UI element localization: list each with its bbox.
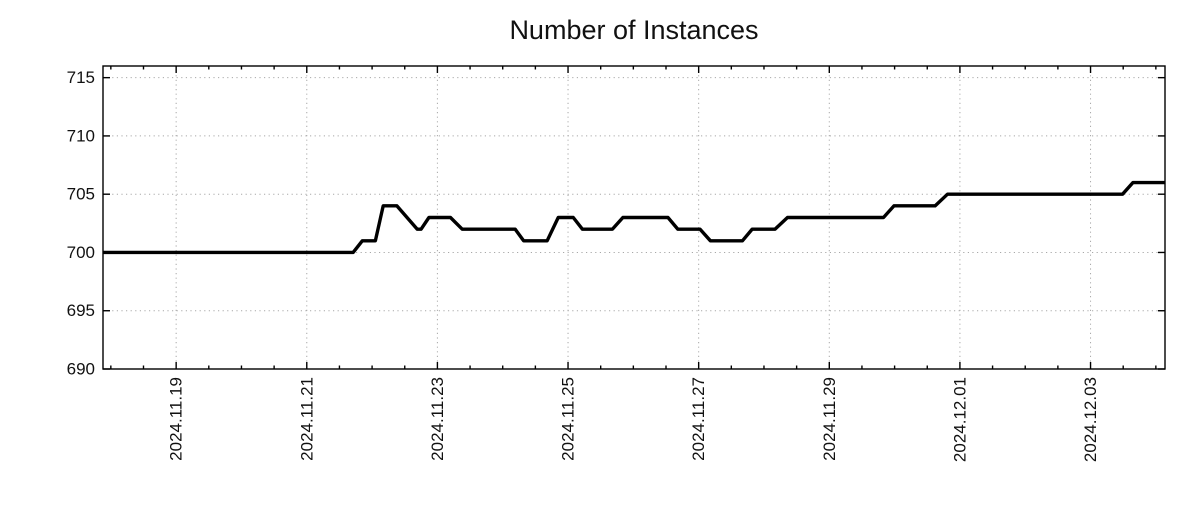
y-tick-label: 690	[67, 360, 95, 379]
y-tick-label: 710	[67, 126, 95, 145]
x-tick-label: 2024.12.01	[950, 377, 969, 462]
x-tick-label: 2024.11.29	[820, 377, 839, 461]
x-tick-label: 2024.12.03	[1081, 377, 1100, 462]
plot-frame	[102, 65, 1166, 370]
x-tick-label: 2024.11.19	[167, 377, 186, 461]
x-tick-label: 2024.11.21	[297, 377, 316, 461]
y-tick-label: 715	[67, 68, 95, 87]
y-tick-label: 705	[67, 185, 95, 204]
chart-title: Number of Instances	[509, 15, 758, 45]
x-tick-label: 2024.11.27	[689, 377, 708, 461]
y-tick-label: 700	[67, 243, 95, 262]
x-tick-label: 2024.11.23	[428, 377, 447, 461]
y-tick-label: 695	[67, 301, 95, 320]
series-line-instances	[103, 180, 1165, 255]
plot-area: 690 695 700 705 710 715 2024.11.19 2024.11.21 20…	[67, 65, 1166, 462]
x-tick-label: 2024.11.25	[559, 377, 578, 461]
